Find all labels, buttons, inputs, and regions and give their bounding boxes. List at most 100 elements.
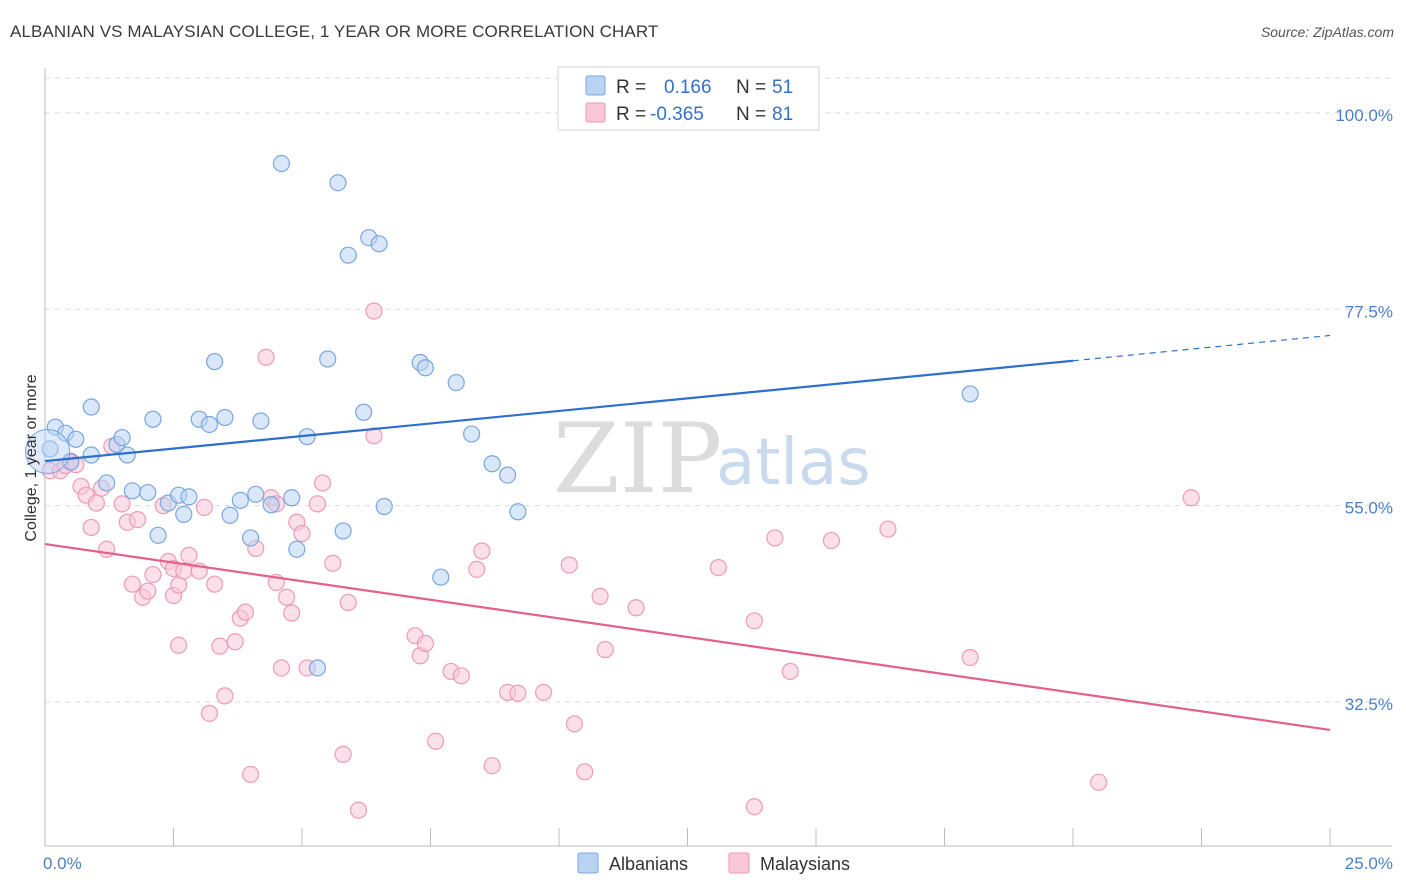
malaysian-point [1090,773,1108,791]
malaysian-point [365,302,383,320]
albanian-point [113,428,131,447]
albanian-point [200,415,219,434]
malaysian-point [534,683,553,702]
malaysian-point [82,518,100,537]
malaysian-point [324,554,342,572]
malaysian-point [211,637,229,655]
malaysian-legend-swatch [585,102,606,123]
tick-labels: 32.5% 55.0% 77.5% 100.0% 0.0% 25.0% [43,106,1393,873]
albanian-r-label: R = [616,77,646,98]
albanian-point [329,174,347,192]
y-tick-label: 77.5% [1345,302,1393,321]
malaysian-point [565,715,584,733]
malaysian-point [293,524,311,543]
albanian-point [221,506,239,524]
albanian-point [509,503,527,521]
x-tick-label: 25.0% [1345,854,1393,873]
albanian-n-label: N = [736,77,766,98]
albanian-point [216,408,234,427]
trend-lines [44,334,1331,732]
albanian-point [319,350,337,368]
malaysian-point [216,687,234,705]
malaysian-point [766,529,784,547]
albanian-point [139,483,157,502]
albanian-point [252,412,270,430]
malaysian-point [272,659,291,677]
malaysian-point [277,588,296,606]
malaysian-point [473,542,491,560]
albanian-point [175,505,193,523]
malaysian-point [283,604,301,622]
albanian-point [41,440,59,458]
malaysian-point [87,494,106,512]
albanian-point [98,474,116,492]
watermark-atlas: atlas [716,426,871,500]
albanian-n-value: 51 [772,77,793,98]
albanian-point [67,430,85,448]
watermark-zip: ZIP [553,403,722,515]
malaysians-legend-label: Malaysians [760,854,850,874]
malaysian-point [483,757,501,775]
malaysian-point [427,732,445,750]
malaysian-point [123,575,141,593]
albanian-point [262,496,280,514]
albanian-point [334,522,352,540]
malaysian-point [745,798,763,816]
malaysians-swatch [728,852,750,874]
albanian-point [339,246,357,264]
malaysian-point [365,427,383,445]
albanian-point [416,359,434,377]
malaysian-point [468,560,486,578]
albanian-point [447,373,465,392]
malaysian-point [313,474,332,492]
albanian-point [961,385,979,403]
axes [44,68,1392,847]
albanian-r-value: 0.166 [664,77,712,98]
albanian-point [25,429,71,475]
malaysian-point [206,575,224,593]
malaysian-point [591,587,609,606]
malaysian-point [226,633,244,651]
albanian-point [355,403,373,421]
y-tick-label: 32.5% [1345,695,1393,714]
malaysian-n-value: 81 [772,104,793,125]
malaysian-points [41,302,1200,819]
y-tick-label: 100.0% [1335,106,1393,125]
series-legend: Albanians Malaysians [577,852,850,874]
albanian-point [149,526,167,544]
malaysian-point [236,603,255,621]
albanian-point [483,455,501,473]
y-tick-label: 55.0% [1345,499,1393,518]
malaysian-n-label: N = [736,104,766,125]
malaysian-point [334,745,352,763]
malaysian-r-label: R = [616,104,646,125]
malaysian-point [596,641,614,659]
albanian-legend-swatch [585,75,606,96]
albanian-point [288,540,306,558]
correlation-legend: R = 0.166 N = 51 R = -0.365 N = 81 [557,66,820,131]
watermark: ZIP atlas [553,403,871,515]
malaysian-point [416,634,434,653]
malaysian-point [257,348,275,366]
malaysian-point [627,599,645,617]
malaysian-point [822,531,841,550]
albanian-point [231,491,249,509]
x-tick-label: 0.0% [43,854,82,873]
albanian-point [375,497,393,516]
malaysian-point [961,648,979,667]
malaysian-point [144,565,162,584]
albanian-point [283,489,301,507]
albanian-point [499,466,517,484]
albanian-point [432,568,450,586]
albanians-swatch [577,852,599,874]
albanian-point [247,485,265,503]
albanians-legend-label: Albanians [609,854,688,874]
albanian-point [463,425,481,443]
malaysian-r-value: -0.365 [650,104,704,125]
source-label: Source: ZipAtlas.com [1260,24,1394,40]
malaysian-point [128,510,147,529]
y-axis-label: College, 1 year or more [23,374,40,541]
albanian-points [25,154,979,677]
malaysian-point [879,520,897,538]
albanian-point [144,410,162,428]
